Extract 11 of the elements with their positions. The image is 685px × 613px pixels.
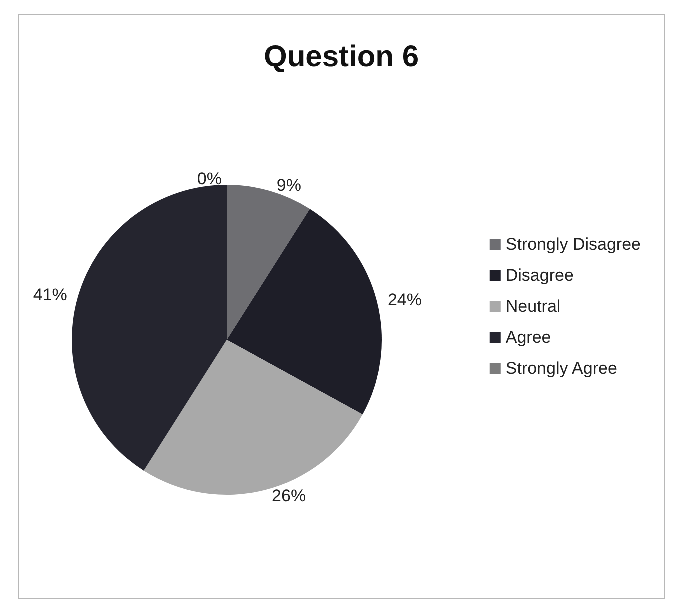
- legend-label: Agree: [506, 328, 552, 347]
- legend-label: Strongly Agree: [506, 359, 618, 378]
- text: 0%: [197, 170, 222, 188]
- chart-title: Question 6: [264, 40, 420, 74]
- legend-label: Disagree: [506, 266, 574, 285]
- legend-label: Neutral: [506, 297, 561, 316]
- legend-label: Strongly Disagree: [506, 235, 642, 254]
- data-label: 41%: [33, 286, 68, 305]
- data-label: 9%: [276, 176, 302, 195]
- data-label: 26%: [272, 486, 306, 506]
- data-label: 24%: [388, 290, 422, 310]
